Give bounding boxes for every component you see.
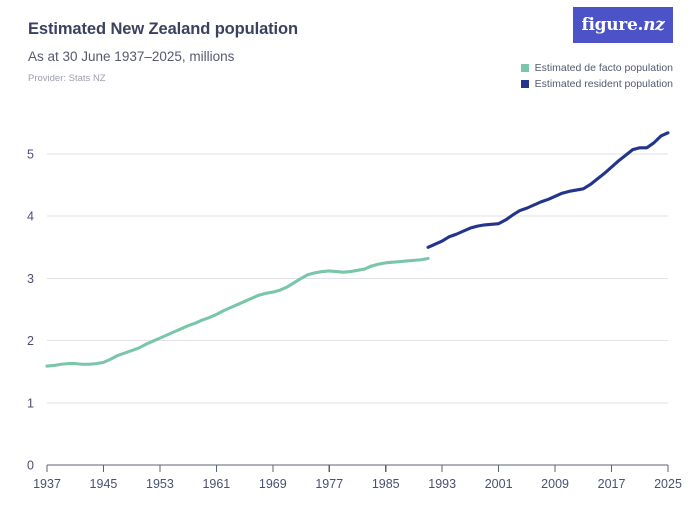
x-axis-tick-label: 1945 [90, 477, 118, 491]
legend-swatch-icon-de-facto [520, 64, 529, 72]
x-axis-tick-label: 2025 [654, 477, 682, 491]
x-axis-tick-label: 2017 [598, 477, 626, 491]
x-axis-tick-label: 1961 [202, 477, 230, 491]
y-axis-tick-label: 2 [27, 334, 34, 348]
logo-text: figure.nz [581, 14, 665, 35]
legend-item-de-facto[interactable]: Estimated de facto population [520, 60, 673, 76]
y-axis-tick-label: 3 [27, 272, 34, 286]
y-axis-tick-label: 0 [27, 459, 34, 473]
page-title: Estimated New Zealand population [28, 20, 299, 38]
x-axis-tick-label: 2001 [485, 477, 513, 491]
logo-text-main: figure. [581, 14, 644, 35]
series-line-resident [426, 131, 670, 249]
chart-legend: Estimated de facto population Estimated … [520, 60, 673, 92]
series-group [45, 131, 670, 368]
x-axis-tick-label: 1953 [146, 477, 174, 491]
chart-subtitle: As at 30 June 1937–2025, millions [28, 49, 235, 65]
x-axis-tick-label: 1937 [33, 477, 61, 491]
x-axis-group: 1937 1945 1953 1961 1969 1977 1985 1993 2001 2009… [33, 464, 682, 491]
y-axis-tick-label: 5 [27, 148, 34, 162]
y-axis-labels-group: 0 1 2 3 4 5 [27, 148, 34, 473]
figure-nz-logo[interactable]: figure.nz [573, 7, 673, 43]
legend-swatch-icon-resident [520, 80, 529, 88]
chart-header: Estimated New Zealand population As at 3… [28, 20, 498, 84]
y-axis-tick-label: 4 [27, 210, 34, 224]
x-axis-tick-label: 1969 [259, 477, 287, 491]
chart-provider: Provider: Stats NZ [28, 72, 106, 84]
legend-item-resident[interactable]: Estimated resident population [520, 76, 673, 92]
legend-label-resident: Estimated resident population [534, 77, 673, 90]
x-axis-tick-label: 1993 [428, 477, 456, 491]
legend-label-de-facto: Estimated de facto population [534, 61, 673, 74]
series-line-de-facto [45, 256, 430, 368]
x-axis-tick-label: 2009 [541, 477, 569, 491]
logo-text-accent: nz [643, 14, 665, 35]
x-axis-tick-label: 1985 [372, 477, 400, 491]
x-axis-tick-label: 1977 [315, 477, 343, 491]
y-axis-tick-label: 1 [27, 396, 34, 410]
